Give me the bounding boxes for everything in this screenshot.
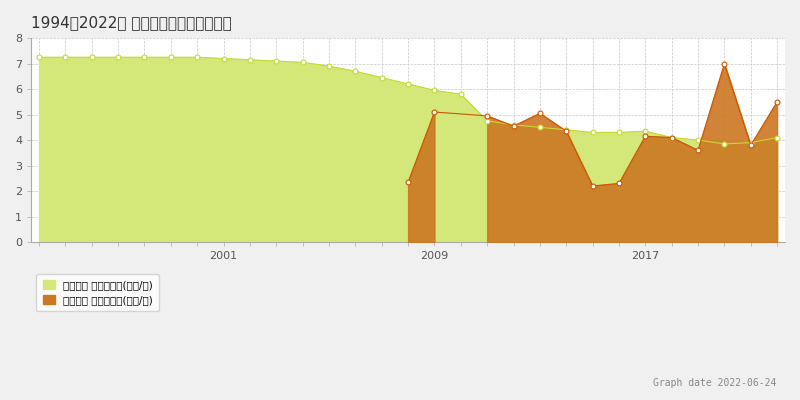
Legend: 地価公示 平均坪単価(万円/坪), 取引価格 平均坪単価(万円/坪): 地価公示 平均坪単価(万円/坪), 取引価格 平均坪単価(万円/坪) [36,274,159,312]
Text: 1994～2022年 帯広市大空町の地価推移: 1994～2022年 帯広市大空町の地価推移 [31,15,232,30]
Text: Graph date 2022-06-24: Graph date 2022-06-24 [653,378,776,388]
